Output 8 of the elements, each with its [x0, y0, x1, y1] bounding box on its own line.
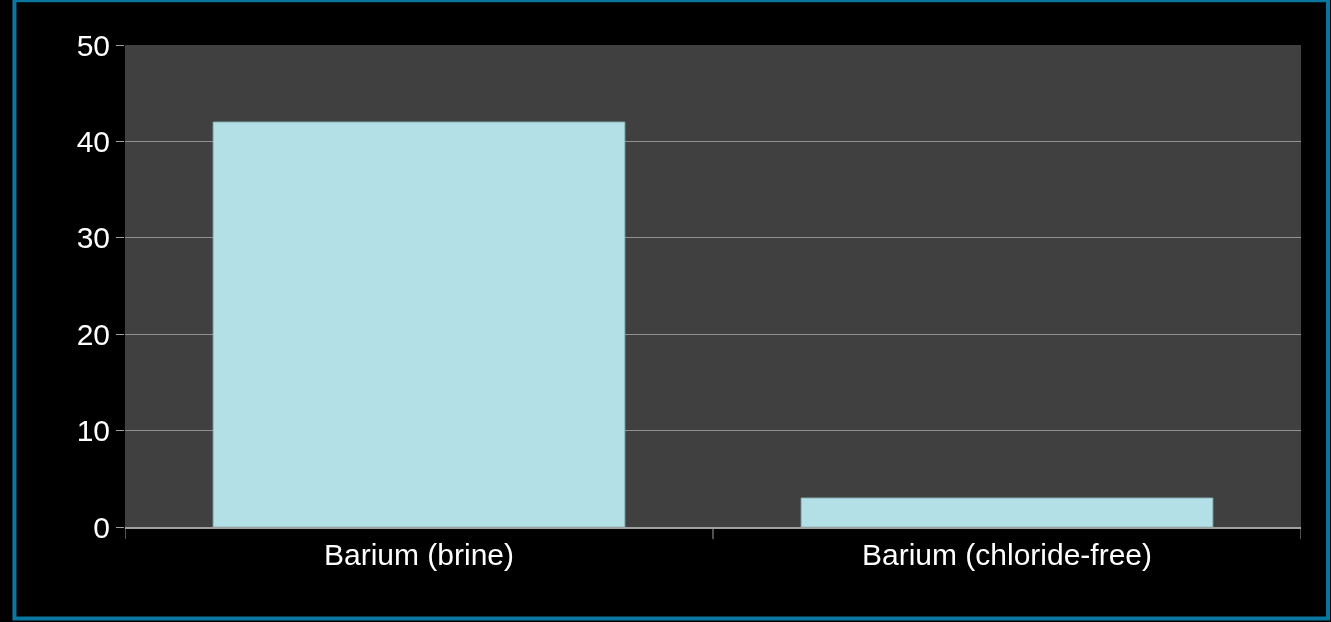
- y-tick-label: 50: [76, 28, 110, 62]
- y-tick-label: 20: [76, 317, 110, 351]
- x-tick-label: Barium (brine): [323, 538, 515, 571]
- x-tick-label: Barium (chloride-free): [861, 538, 1153, 571]
- y-tick-label: 40: [76, 124, 110, 158]
- y-tick-label: 30: [76, 221, 110, 255]
- y-tick-label: 10: [76, 414, 110, 448]
- y-tick-label: 0: [93, 510, 110, 544]
